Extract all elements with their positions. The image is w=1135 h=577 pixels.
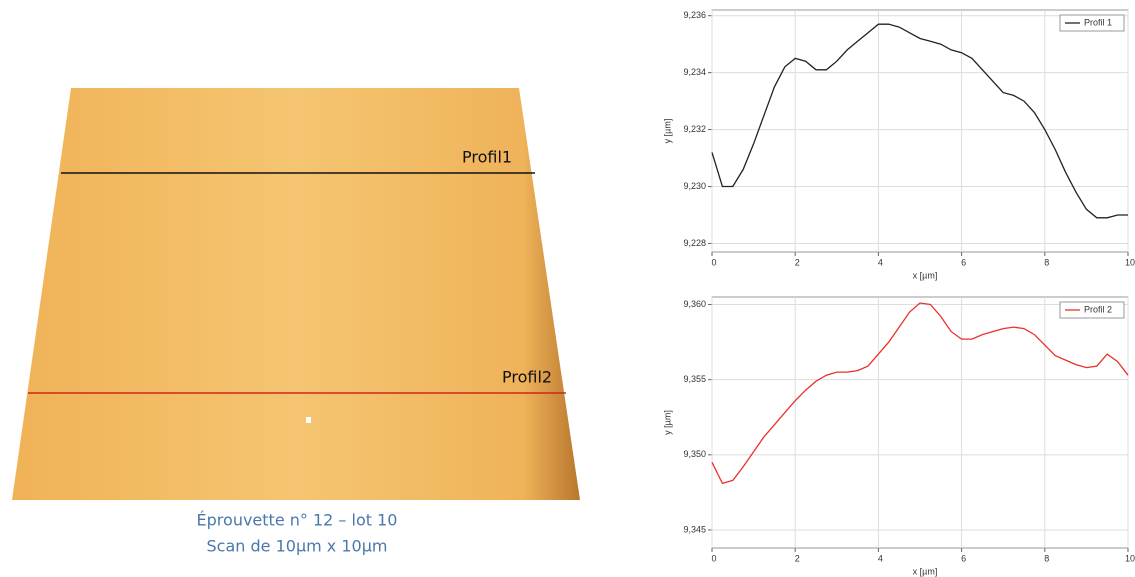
x-tick-label: 4 xyxy=(878,257,883,267)
y-tick-label: 9,236 xyxy=(683,10,706,20)
x-tick-label: 6 xyxy=(961,553,966,563)
x-axis-label: x [µm] xyxy=(913,566,938,576)
y-axis-label: y [µm] xyxy=(662,119,672,144)
afm-scan xyxy=(12,88,580,500)
y-axis-label: y [µm] xyxy=(662,410,672,435)
x-tick-label: 10 xyxy=(1125,257,1135,267)
y-tick-label: 9,230 xyxy=(683,181,706,191)
plot-area xyxy=(711,9,1129,253)
profile-label: Profil1 xyxy=(462,148,512,167)
y-tick-label: 9,360 xyxy=(683,299,706,309)
y-tick-label: 9,345 xyxy=(683,524,706,534)
x-tick-label: 0 xyxy=(711,553,716,563)
y-tick-label: 9,234 xyxy=(683,67,706,77)
y-tick-label: 9,228 xyxy=(683,238,706,248)
profile-label: Profil2 xyxy=(502,368,552,387)
x-tick-label: 6 xyxy=(961,257,966,267)
line-series xyxy=(711,23,1128,219)
y-tick-label: 9,355 xyxy=(683,374,706,384)
legend-label: Profil 2 xyxy=(1084,304,1112,314)
x-tick-label: 10 xyxy=(1125,553,1135,563)
x-tick-label: 4 xyxy=(878,553,883,563)
legend-box xyxy=(1059,14,1125,32)
x-tick-label: 8 xyxy=(1044,553,1049,563)
caption: Éprouvette n° 12 – lot 10 xyxy=(197,511,398,530)
caption: Scan de 10µm x 10µm xyxy=(207,537,388,556)
plot-area xyxy=(711,296,1129,549)
y-tick-label: 9,350 xyxy=(683,449,706,459)
y-tick-label: 9,232 xyxy=(683,124,706,134)
x-axis-label: x [µm] xyxy=(913,270,938,280)
x-tick-label: 8 xyxy=(1044,257,1049,267)
x-tick-label: 0 xyxy=(711,257,716,267)
legend-box xyxy=(1059,301,1125,319)
legend-label: Profil 1 xyxy=(1084,17,1112,27)
line-series xyxy=(711,302,1129,485)
x-tick-label: 2 xyxy=(795,257,800,267)
x-tick-label: 2 xyxy=(795,553,800,563)
defect xyxy=(306,417,311,423)
